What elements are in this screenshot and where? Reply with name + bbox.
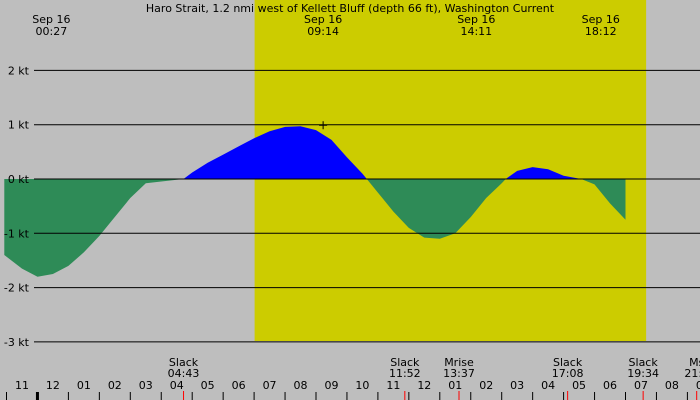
event-label-time: 13:37 (443, 367, 475, 380)
top-label-time: 00:27 (36, 25, 68, 38)
x-tick-label: 05 (201, 379, 215, 392)
x-tick-label: 04 (541, 379, 555, 392)
x-tick-label: 09 (324, 379, 338, 392)
event-label-name: Ms (689, 356, 700, 369)
event-label-name: Slack (169, 356, 199, 369)
x-tick-label: 03 (139, 379, 153, 392)
y-tick-label: -1 kt (4, 227, 30, 240)
x-tick-label: 06 (232, 379, 246, 392)
chart-title: Haro Strait, 1.2 nmi west of Kellett Blu… (146, 2, 555, 15)
gridlines (34, 69, 700, 343)
x-tick-label: 08 (294, 379, 308, 392)
x-tick-label: 12 (46, 379, 60, 392)
x-tick-label: 03 (510, 379, 524, 392)
y-tick-label: 2 kt (8, 64, 30, 77)
x-tick-label: 01 (448, 379, 462, 392)
x-tick-label: 01 (77, 379, 91, 392)
event-label-time: 19:34 (627, 367, 659, 380)
flood-area (4, 126, 626, 179)
x-tick-label: 02 (108, 379, 122, 392)
top-label-time: 09:14 (307, 25, 339, 38)
x-tick-label: 02 (479, 379, 493, 392)
event-label-time: 04:43 (168, 367, 200, 380)
x-tick-label: 12 (417, 379, 431, 392)
event-label-time: 11:52 (389, 367, 421, 380)
x-tick-label: 09 (696, 379, 700, 392)
event-label-name: Slack (390, 356, 420, 369)
y-tick-label: 1 kt (8, 119, 30, 132)
x-axis-hours: 11 12 01 02 03 04 05 06 07 08 09 10 11 12 01 02 03 04 05 06… (6, 379, 700, 400)
event-label-name: Mrise (444, 356, 474, 369)
top-label-time: 14:11 (460, 25, 492, 38)
x-tick-label: 06 (603, 379, 617, 392)
y-tick-label: -3 kt (4, 336, 30, 349)
y-axis-labels: 2 kt 1 kt 0 kt -1 kt -2 kt -3 kt (4, 64, 30, 349)
event-label-name: Slack (553, 356, 583, 369)
x-tick-label: 05 (572, 379, 586, 392)
x-tick-label: 07 (634, 379, 648, 392)
current-areas (4, 126, 626, 277)
event-labels: Slack04:43Slack11:52Mrise13:37Slack17:08… (168, 356, 700, 400)
event-label-time: 21:2 (684, 367, 700, 380)
event-label-time: 17:08 (552, 367, 584, 380)
top-label-date: Sep 16 (582, 13, 620, 26)
top-label-date: Sep 16 (32, 13, 70, 26)
top-label-date: Sep 16 (457, 13, 495, 26)
y-tick-label: -2 kt (4, 282, 30, 295)
event-label-name: Slack (629, 356, 659, 369)
top-label-time: 18:12 (585, 25, 617, 38)
x-tick-label: 11 (15, 379, 29, 392)
x-tick-label: 11 (386, 379, 400, 392)
x-tick-label: 07 (263, 379, 277, 392)
y-tick-label: 0 kt (8, 173, 30, 186)
top-label-date: Sep 16 (304, 13, 342, 26)
x-tick-label: 04 (170, 379, 184, 392)
ebb-area (4, 179, 626, 277)
x-tick-label: 10 (355, 379, 369, 392)
peak-marker (319, 121, 328, 130)
x-tick-label: 08 (665, 379, 679, 392)
